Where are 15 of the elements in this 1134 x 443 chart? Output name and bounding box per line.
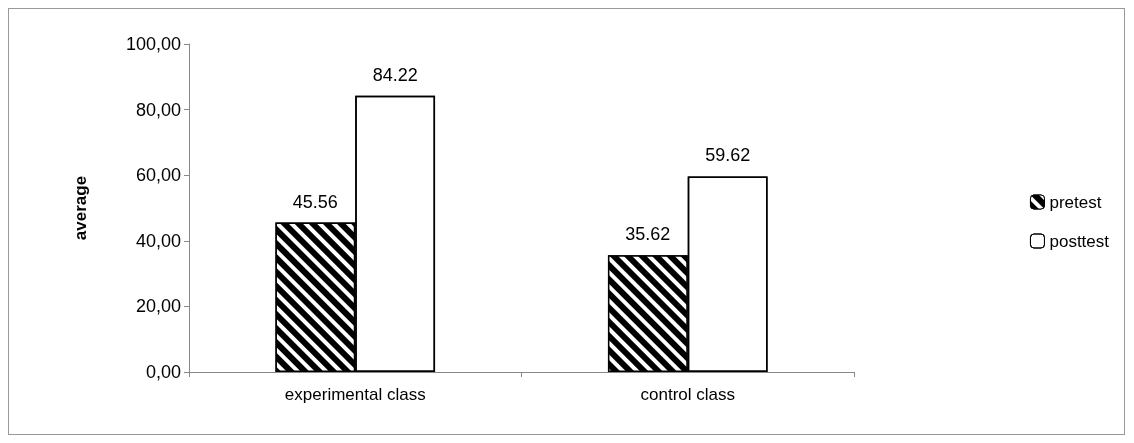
x-tick-label: experimental class [284, 385, 426, 404]
data-label: 35.62 [625, 224, 671, 245]
y-tick-label: 60,00 [135, 165, 181, 186]
legend-label: pretest [1049, 192, 1102, 212]
y-tick-label: 0,00 [145, 362, 181, 382]
data-label: 59.62 [705, 145, 751, 166]
y-tick-label: 80,00 [135, 99, 181, 120]
y-tick-label: 40,00 [135, 230, 181, 251]
legend-label: posttest [1049, 231, 1110, 251]
y-tick-label: 20,00 [135, 296, 181, 317]
data-label: 84.22 [372, 64, 418, 85]
y-axis-title: average [71, 175, 90, 241]
data-label: 45.56 [292, 191, 338, 212]
y-tick-label: 100,00 [125, 34, 181, 54]
x-tick-label: control class [640, 385, 735, 404]
